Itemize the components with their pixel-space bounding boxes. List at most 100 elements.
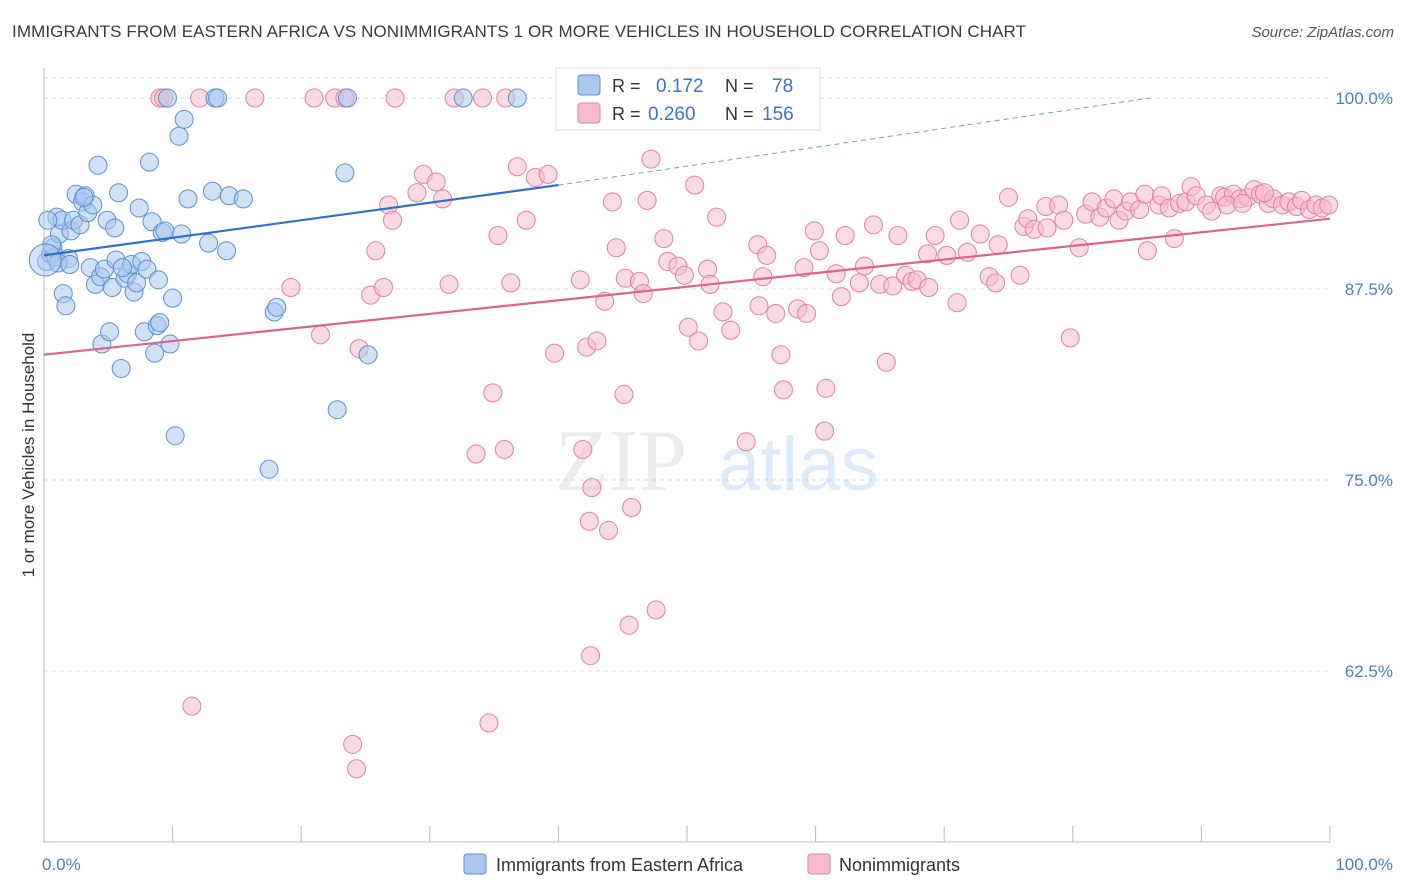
data-point-nonimmigrants xyxy=(1069,238,1089,258)
data-point-nonimmigrants xyxy=(407,183,427,203)
data-point-nonimmigrants xyxy=(545,343,565,363)
data-point-nonimmigrants xyxy=(721,320,741,340)
data-point-nonimmigrants xyxy=(385,88,405,108)
legend-label-nonimmigrants: Nonimmigrants xyxy=(839,855,960,875)
data-point-nonimmigrants xyxy=(736,432,756,452)
data-point-nonimmigrants xyxy=(346,759,366,779)
data-point-nonimmigrants xyxy=(538,164,558,184)
data-point-nonimmigrants xyxy=(1060,328,1080,348)
data-point-nonimmigrants xyxy=(753,267,773,287)
data-point-nonimmigrants xyxy=(804,221,824,241)
data-point-nonimmigrants xyxy=(646,600,666,620)
data-point-nonimmigrants xyxy=(771,345,791,365)
data-point-immigrants xyxy=(60,255,80,275)
data-point-nonimmigrants xyxy=(304,88,324,108)
data-point-nonimmigrants xyxy=(757,245,777,265)
data-point-nonimmigrants xyxy=(245,88,265,108)
data-point-nonimmigrants xyxy=(689,331,709,351)
data-point-nonimmigrants xyxy=(473,88,493,108)
source-credit: Source: ZipAtlas.com xyxy=(1251,24,1394,41)
data-point-nonimmigrants xyxy=(917,244,937,264)
data-point-nonimmigrants xyxy=(797,303,817,323)
data-point-nonimmigrants xyxy=(383,210,403,230)
axes xyxy=(43,68,1331,843)
data-point-nonimmigrants xyxy=(281,277,301,297)
legend-n-value-blue: 78 xyxy=(772,76,793,97)
data-point-nonimmigrants xyxy=(876,352,896,372)
data-point-nonimmigrants xyxy=(849,273,869,293)
data-point-nonimmigrants xyxy=(883,276,903,296)
data-point-nonimmigrants xyxy=(633,284,653,304)
data-point-nonimmigrants xyxy=(494,439,514,459)
data-point-nonimmigrants xyxy=(816,378,836,398)
data-point-immigrants xyxy=(202,181,222,201)
trend-line-immigrants-extension xyxy=(558,97,1151,186)
data-point-nonimmigrants xyxy=(641,149,661,169)
data-point-nonimmigrants xyxy=(483,383,503,403)
data-point-nonimmigrants xyxy=(773,380,793,400)
data-point-immigrants xyxy=(88,155,108,175)
data-point-nonimmigrants xyxy=(622,498,642,518)
data-point-nonimmigrants xyxy=(685,175,705,195)
data-point-nonimmigrants xyxy=(1010,265,1030,285)
data-point-nonimmigrants xyxy=(374,277,394,297)
data-point-nonimmigrants xyxy=(439,274,459,294)
data-point-immigrants xyxy=(335,163,355,183)
data-point-nonimmigrants xyxy=(815,421,835,441)
data-point-nonimmigrants xyxy=(637,190,657,210)
data-point-immigrants xyxy=(163,288,183,308)
data-point-immigrants xyxy=(148,270,168,290)
legend-swatch-pink xyxy=(577,102,601,124)
data-point-immigrants xyxy=(74,187,94,207)
data-point-immigrants xyxy=(160,334,180,354)
data-point-nonimmigrants xyxy=(579,511,599,531)
data-point-nonimmigrants xyxy=(925,226,945,246)
data-point-immigrants xyxy=(199,233,219,253)
data-point-nonimmigrants xyxy=(654,229,674,249)
data-point-nonimmigrants xyxy=(749,296,769,316)
data-point-immigrants xyxy=(145,343,165,363)
legend-swatch-nonimmigrants xyxy=(807,853,831,875)
data-point-nonimmigrants xyxy=(888,226,908,246)
data-point-nonimmigrants xyxy=(1233,193,1253,213)
legend-n-label-pink: N = xyxy=(725,104,754,124)
data-point-immigrants xyxy=(109,183,129,203)
grid-lines xyxy=(44,77,1330,672)
data-point-immigrants xyxy=(453,88,473,108)
data-point-immigrants xyxy=(337,88,357,108)
data-point-immigrants xyxy=(127,273,147,293)
data-point-immigrants-cluster xyxy=(28,243,62,277)
data-point-immigrants xyxy=(217,241,237,261)
y-axis-label: 1 or more Vehicles in Household xyxy=(19,333,38,578)
data-point-nonimmigrants xyxy=(707,207,727,227)
y-tick-label: 100.0% xyxy=(1335,89,1393,108)
data-point-immigrants xyxy=(233,189,253,209)
data-point-immigrants xyxy=(165,426,185,446)
data-point-nonimmigrants xyxy=(366,241,386,261)
data-point-immigrants xyxy=(259,459,279,479)
legend-r-value-blue: 0.172 xyxy=(656,76,704,97)
data-point-nonimmigrants xyxy=(466,444,486,464)
watermark-zip: ZIP xyxy=(555,413,687,510)
data-point-nonimmigrants xyxy=(970,224,990,244)
data-point-nonimmigrants xyxy=(507,157,527,177)
data-point-immigrants xyxy=(56,296,76,316)
data-point-nonimmigrants xyxy=(835,226,855,246)
legend-r-label-blue: R = xyxy=(612,76,641,96)
data-point-nonimmigrants xyxy=(678,317,698,337)
legend-swatch-blue xyxy=(577,74,601,96)
data-point-immigrants xyxy=(38,210,58,230)
data-point-immigrants xyxy=(172,224,192,244)
legend-swatch-immigrants xyxy=(463,853,487,875)
data-point-nonimmigrants xyxy=(619,615,639,635)
trend-line-immigrants xyxy=(43,184,559,257)
data-point-nonimmigrants xyxy=(1254,183,1274,203)
data-point-nonimmigrants xyxy=(988,235,1008,255)
data-point-nonimmigrants xyxy=(766,303,786,323)
data-point-immigrants xyxy=(150,313,170,333)
data-point-immigrants xyxy=(327,400,347,420)
y-tick-labels: 62.5% 75.0% 87.5% 100.0% xyxy=(1335,89,1393,681)
data-point-nonimmigrants xyxy=(674,265,694,285)
trend-line-nonimmigrants xyxy=(43,217,1331,356)
y-tick-label: 75.0% xyxy=(1345,471,1393,490)
